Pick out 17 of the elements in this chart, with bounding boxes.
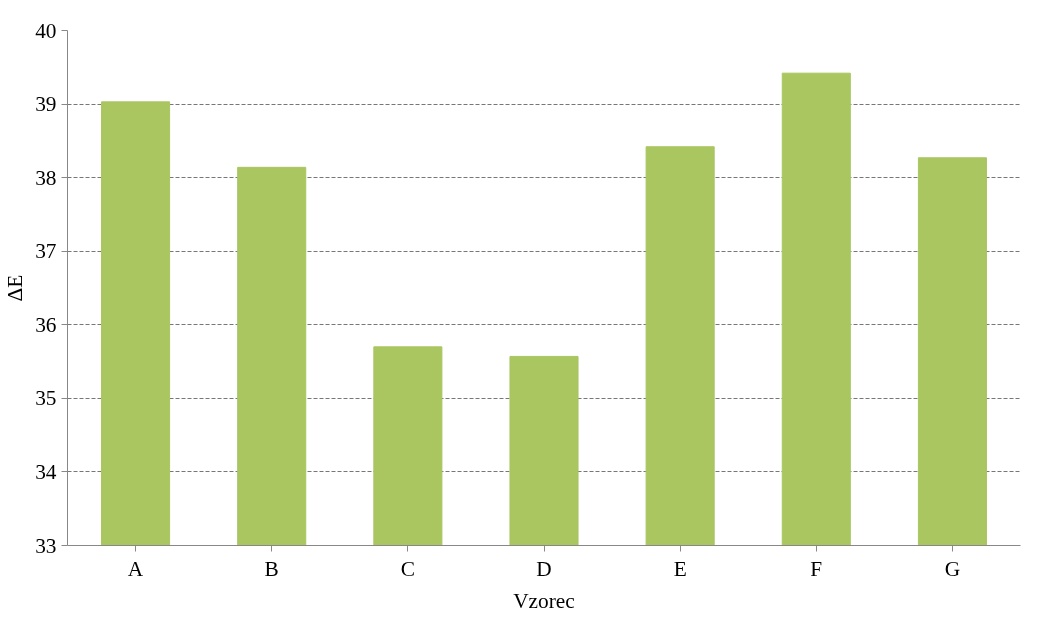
y-tick-label: 33 [35, 533, 57, 558]
y-axis-title: ΔE [3, 274, 28, 302]
x-tick-label: G [944, 556, 961, 581]
x-axis-title: Vzorec [513, 588, 575, 613]
y-tick-label: 36 [35, 312, 57, 337]
x-tick-label: C [400, 556, 415, 581]
x-tick-label: D [536, 556, 552, 581]
y-tick-label: 34 [35, 459, 57, 484]
y-tick-label: 40 [35, 18, 57, 43]
x-tick-label: B [264, 556, 279, 581]
y-tick-label: 35 [35, 386, 57, 411]
y-tick-label: 38 [35, 165, 57, 190]
x-tick-label: E [673, 556, 687, 581]
x-tick-label: A [127, 556, 144, 581]
x-tick-label: F [810, 556, 823, 581]
y-tick-label: 37 [35, 239, 57, 264]
y-tick-label: 39 [35, 92, 57, 117]
